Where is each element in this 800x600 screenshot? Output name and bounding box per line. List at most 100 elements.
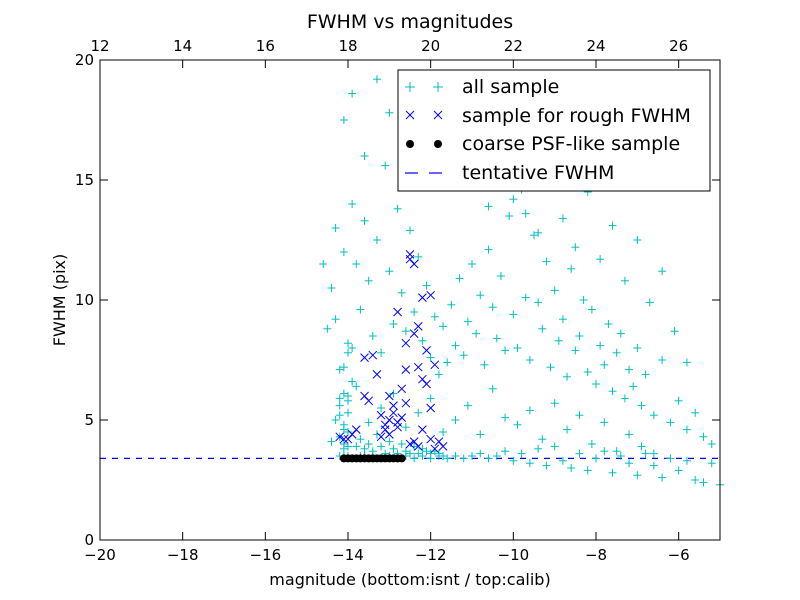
all-sample-point [414, 449, 423, 458]
all-sample-point [335, 394, 344, 403]
all-sample-point [463, 317, 472, 326]
all-sample-point [620, 394, 629, 403]
all-sample-point [612, 447, 621, 456]
all-sample-point [682, 358, 691, 367]
all-sample-point [600, 360, 609, 369]
all-sample-point [587, 305, 596, 314]
all-sample-point [319, 260, 328, 268]
all-sample-point [401, 423, 410, 432]
all-sample-point [397, 288, 406, 297]
all-sample-point [327, 437, 336, 446]
all-sample-point [323, 324, 332, 333]
legend: all sample sample for rough FWHM coarse … [397, 69, 711, 192]
all-sample-point [335, 411, 344, 420]
all-sample-point [434, 370, 443, 379]
rough-sample-point [413, 442, 423, 451]
rough-sample-point [347, 430, 357, 439]
all-sample-point [600, 447, 609, 456]
all-sample-point [575, 332, 584, 340]
legend-label-rough-sample: sample for rough FWHM [462, 105, 691, 127]
all-sample-point [389, 389, 398, 398]
all-sample-point [521, 209, 530, 218]
all-sample-point [360, 152, 369, 160]
all-sample-point [418, 452, 427, 460]
all-sample-point [385, 267, 394, 276]
rough-sample-point [422, 379, 431, 389]
all-sample-point [455, 274, 464, 283]
all-sample-point [674, 396, 683, 405]
all-sample-point [389, 320, 398, 328]
all-sample-point [633, 471, 642, 480]
legend-box [397, 69, 711, 192]
legend-label-psf-sample: coarse PSF-like sample [462, 133, 680, 155]
all-sample-point [426, 353, 435, 362]
all-sample-point [377, 404, 386, 412]
ticks-layer: −20 −18 −16 −14 −12 −10 −8 −6 12 14 16 18 20 22 24 26 0 5… [75, 37, 720, 564]
all-sample-point [463, 401, 472, 410]
all-sample-point [484, 454, 493, 463]
top-tick-label: 14 [173, 37, 192, 55]
all-sample-point [496, 272, 505, 280]
all-sample-point [476, 291, 485, 300]
rough-sample-point [360, 353, 369, 362]
all-sample-point [344, 339, 352, 348]
all-sample-point [468, 452, 476, 460]
all-sample-point [356, 435, 365, 444]
all-sample-point [331, 315, 340, 324]
all-sample-point [608, 468, 617, 477]
all-sample-point [558, 315, 567, 324]
all-sample-point [335, 401, 344, 410]
rough-sample-point [405, 439, 415, 449]
x-tick-label: −18 [167, 546, 199, 564]
all-sample-point [385, 437, 394, 446]
all-sample-point [484, 202, 493, 211]
all-sample-point [459, 351, 468, 360]
all-sample-point [401, 447, 410, 456]
all-sample-point [575, 411, 584, 420]
rough-sample-point [413, 322, 423, 331]
all-sample-point [422, 447, 431, 456]
all-sample-point [554, 336, 563, 345]
all-sample-point [699, 478, 708, 487]
all-sample-point [410, 308, 419, 316]
all-sample-point [575, 449, 584, 458]
all-sample-point [596, 341, 605, 350]
all-sample-point [335, 365, 344, 374]
all-sample-point [472, 329, 481, 338]
all-sample-point [352, 382, 361, 391]
all-sample-point [534, 298, 543, 307]
all-sample-point [414, 252, 423, 261]
all-sample-point [542, 461, 551, 470]
legend-label-all-sample: all sample [462, 76, 559, 98]
all-sample-point [364, 276, 373, 285]
rough-sample-point [384, 430, 394, 439]
rough-sample-point [430, 444, 440, 454]
rough-sample-point [401, 338, 411, 348]
all-sample-point [583, 368, 592, 376]
x-axis-title: magnitude (bottom:isnt / top:calib) [269, 570, 550, 589]
all-sample-point [488, 384, 497, 393]
rough-sample-point [405, 250, 415, 259]
legend-marker-all-sample [405, 82, 443, 92]
all-sample-point [641, 449, 650, 458]
rough-sample-point [384, 391, 394, 401]
all-sample-point [344, 348, 352, 357]
all-sample-point [530, 231, 538, 240]
all-sample-point [492, 452, 501, 460]
all-sample-point [649, 411, 658, 420]
rough-sample-point [401, 398, 411, 408]
all-sample-point [666, 418, 675, 427]
all-sample-point [344, 428, 352, 436]
rough-sample-point [413, 362, 423, 372]
all-sample-point [538, 435, 547, 444]
all-sample-point [633, 344, 642, 352]
rough-sample-point [397, 384, 407, 394]
all-sample-point [571, 243, 580, 252]
all-sample-point [550, 442, 559, 451]
all-sample-point [439, 452, 448, 460]
all-sample-point [406, 449, 414, 458]
rough-sample-point [389, 408, 398, 418]
all-sample-point [385, 108, 394, 117]
rough-sample-point [376, 432, 386, 442]
